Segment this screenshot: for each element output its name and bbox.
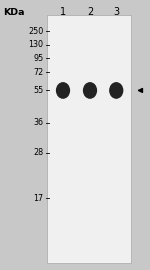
Text: 2: 2 bbox=[87, 7, 93, 17]
Text: 36: 36 bbox=[33, 118, 44, 127]
Text: 17: 17 bbox=[33, 194, 43, 203]
Text: 130: 130 bbox=[28, 40, 44, 49]
Ellipse shape bbox=[109, 82, 123, 99]
Text: KDa: KDa bbox=[3, 8, 24, 17]
Text: 250: 250 bbox=[28, 26, 44, 36]
Text: 1: 1 bbox=[60, 7, 66, 17]
Text: 55: 55 bbox=[33, 86, 43, 95]
Text: 72: 72 bbox=[33, 68, 43, 77]
Text: 3: 3 bbox=[113, 7, 119, 17]
Ellipse shape bbox=[83, 82, 97, 99]
Ellipse shape bbox=[56, 82, 70, 99]
Text: 95: 95 bbox=[33, 53, 43, 63]
Bar bbox=[47, 15, 131, 263]
Text: 28: 28 bbox=[33, 148, 43, 157]
